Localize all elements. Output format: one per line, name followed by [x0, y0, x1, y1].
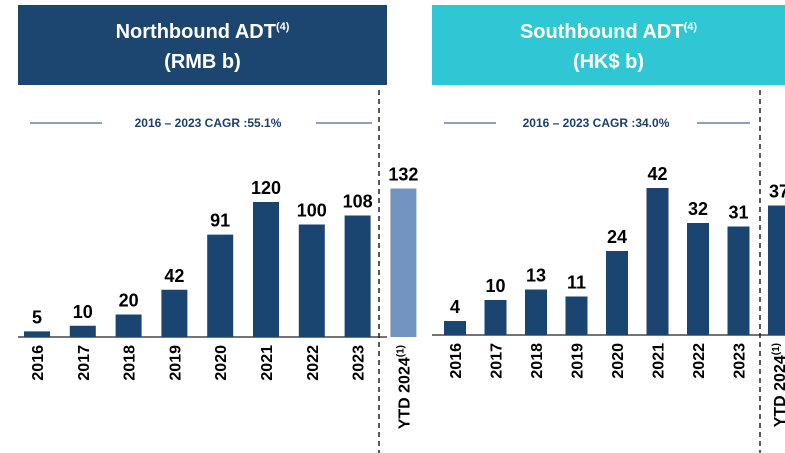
- data-label: 37: [769, 182, 785, 202]
- header-box: [432, 5, 785, 85]
- category-text: 2022: [305, 345, 322, 381]
- x-tick-label: 2016: [448, 343, 465, 379]
- x-tick-label: 2018: [122, 345, 139, 381]
- title-text: Northbound ADT: [116, 21, 276, 43]
- data-label: 4: [450, 297, 460, 317]
- cagr-annotation: 2016 – 2023 CAGR :55.1%: [135, 116, 282, 130]
- bar: [69, 325, 96, 337]
- category-text: 2017: [76, 345, 93, 381]
- bar: [565, 296, 588, 335]
- title-note: (4): [276, 21, 290, 33]
- category-text: 2020: [213, 345, 230, 381]
- bar: [525, 289, 547, 335]
- chart-subtitle: (RMB b): [164, 51, 241, 73]
- category-text: 2016: [30, 345, 47, 381]
- category-text: 2018: [122, 345, 139, 381]
- data-label: 108: [343, 192, 373, 212]
- title-text: Southbound ADT: [520, 21, 684, 43]
- x-tick-label: 2023: [732, 343, 749, 379]
- x-tick-label: 2021: [259, 345, 276, 381]
- category-text: 2021: [259, 345, 276, 381]
- x-tick-label: 2022: [691, 343, 708, 379]
- bar: [161, 289, 188, 337]
- x-tick-label: YTD 2024(1): [771, 343, 785, 427]
- x-tick-label: 2021: [651, 343, 668, 379]
- data-label: 42: [647, 164, 667, 184]
- bar: [24, 331, 50, 337]
- x-tick-label: 2022: [305, 345, 322, 381]
- data-label: 13: [526, 266, 546, 286]
- data-label: 24: [607, 227, 627, 247]
- data-label: 42: [164, 266, 184, 286]
- category-text: 2018: [529, 343, 546, 379]
- category-text: YTD 2024: [772, 355, 785, 427]
- category-note: (1): [771, 343, 782, 355]
- category-text: 2023: [351, 345, 368, 381]
- bar: [115, 314, 142, 337]
- data-label: 91: [210, 211, 230, 231]
- x-tick-label: 2023: [351, 345, 368, 381]
- data-label: 10: [73, 302, 93, 322]
- bar: [484, 300, 507, 335]
- bar: [207, 234, 234, 337]
- bar: [390, 188, 417, 337]
- x-tick-label: 2017: [489, 343, 506, 379]
- x-tick-label: 2020: [610, 343, 627, 379]
- cagr-annotation: 2016 – 2023 CAGR :34.0%: [523, 116, 670, 130]
- bar: [606, 251, 628, 335]
- category-text: 2017: [489, 343, 506, 379]
- category-text: YTD 2024: [396, 357, 413, 429]
- data-label: 20: [119, 291, 139, 311]
- data-label: 11: [567, 273, 586, 293]
- x-tick-label: 2020: [213, 345, 230, 381]
- x-tick-label: 2016: [30, 345, 47, 381]
- data-label: 120: [251, 178, 281, 198]
- data-label: 31: [728, 203, 748, 223]
- x-tick-label: 2019: [167, 345, 184, 381]
- chart-title: Northbound ADT(4): [116, 21, 290, 43]
- data-label: 32: [688, 199, 708, 219]
- category-text: 2023: [732, 343, 749, 379]
- category-text: 2021: [651, 343, 668, 379]
- category-text: 2019: [570, 343, 587, 379]
- data-label: 5: [32, 307, 42, 327]
- category-text: 2016: [448, 343, 465, 379]
- category-text: 2022: [691, 343, 708, 379]
- bar: [444, 321, 466, 335]
- category-text: 2020: [610, 343, 627, 379]
- data-label: 132: [388, 165, 418, 185]
- category-note: (1): [395, 345, 406, 357]
- x-tick-label: 2018: [529, 343, 546, 379]
- data-label: 100: [297, 201, 327, 221]
- header-box: [18, 5, 387, 85]
- x-tick-label: YTD 2024(1): [395, 345, 413, 429]
- data-label: 10: [485, 276, 505, 296]
- title-note: (4): [684, 21, 698, 33]
- bar: [687, 223, 709, 335]
- bar: [344, 215, 371, 337]
- chart-title: Southbound ADT(4): [520, 21, 697, 43]
- bar: [253, 202, 279, 337]
- x-tick-label: 2017: [76, 345, 93, 381]
- chart-subtitle: (HK$ b): [573, 51, 644, 73]
- bar: [298, 224, 325, 337]
- bar: [727, 226, 750, 335]
- category-text: 2019: [167, 345, 184, 381]
- bar: [768, 205, 785, 335]
- x-tick-label: 2019: [570, 343, 587, 379]
- bar: [646, 188, 669, 335]
